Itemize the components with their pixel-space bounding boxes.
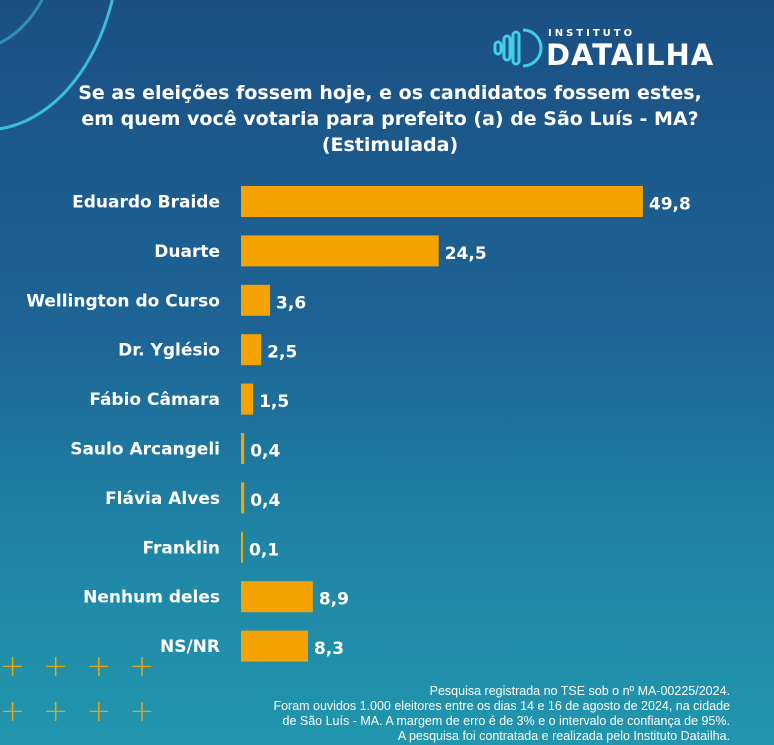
data-label: 0,4 bbox=[250, 491, 280, 511]
footnote-line: Foram ouvidos 1.000 eleitores entre os d… bbox=[273, 699, 730, 713]
logo-small-text: INSTITUTO bbox=[548, 28, 636, 39]
category-label: Eduardo Braide bbox=[72, 193, 220, 213]
data-label: 8,3 bbox=[314, 639, 344, 659]
category-label: Duarte bbox=[154, 242, 220, 262]
bar bbox=[241, 630, 308, 662]
category-label: Saulo Arcangeli bbox=[70, 440, 220, 460]
sound-wave-icon bbox=[493, 28, 543, 68]
title-subtitle: (Estimulada) bbox=[321, 134, 459, 156]
data-label: 8,9 bbox=[319, 590, 349, 610]
data-label: 2,5 bbox=[267, 343, 297, 363]
footnote: Pesquisa registrada no TSE sob o nº MA-0… bbox=[200, 684, 730, 744]
bar bbox=[241, 482, 245, 514]
data-label: 0,4 bbox=[250, 442, 280, 462]
footnote-line: Pesquisa registrada no TSE sob o nº MA-0… bbox=[429, 684, 730, 698]
plus-decoration: ++++ bbox=[0, 649, 173, 684]
category-label: Fábio Câmara bbox=[89, 390, 220, 410]
data-label: 1,5 bbox=[259, 392, 289, 412]
chart-title: Se as eleições fossem hoje, e os candida… bbox=[60, 80, 720, 158]
bar bbox=[241, 433, 245, 464]
category-label: Dr. Yglésio bbox=[118, 341, 220, 361]
datailha-logo: INSTITUTO DATAILHA bbox=[493, 26, 743, 76]
data-label: 49,8 bbox=[649, 195, 691, 215]
title-line: em quem você votaria para prefeito (a) d… bbox=[81, 108, 699, 130]
bar bbox=[241, 235, 439, 267]
bar bbox=[241, 531, 243, 563]
data-label: 24,5 bbox=[445, 244, 487, 264]
bar bbox=[241, 334, 262, 366]
bar bbox=[241, 284, 271, 316]
bar bbox=[241, 383, 254, 415]
logo-big-text: DATAILHA bbox=[546, 38, 715, 72]
data-label: 3,6 bbox=[276, 293, 306, 313]
category-label: NS/NR bbox=[160, 637, 220, 657]
category-label: Flávia Alves bbox=[105, 489, 220, 509]
footnote-line: A pesquisa foi contratada e realizada pe… bbox=[397, 729, 730, 743]
plus-decoration: ++++ bbox=[0, 694, 173, 729]
bar bbox=[241, 581, 313, 613]
bar bbox=[241, 186, 643, 217]
title-line: Se as eleições fossem hoje, e os candida… bbox=[78, 82, 702, 104]
category-label: Wellington do Curso bbox=[26, 291, 220, 311]
category-label: Franklin bbox=[142, 538, 220, 558]
data-label: 0,1 bbox=[249, 540, 279, 560]
category-label: Nenhum deles bbox=[83, 588, 220, 608]
footnote-line: de São Luís - MA. A margem de erro é de … bbox=[282, 714, 731, 728]
